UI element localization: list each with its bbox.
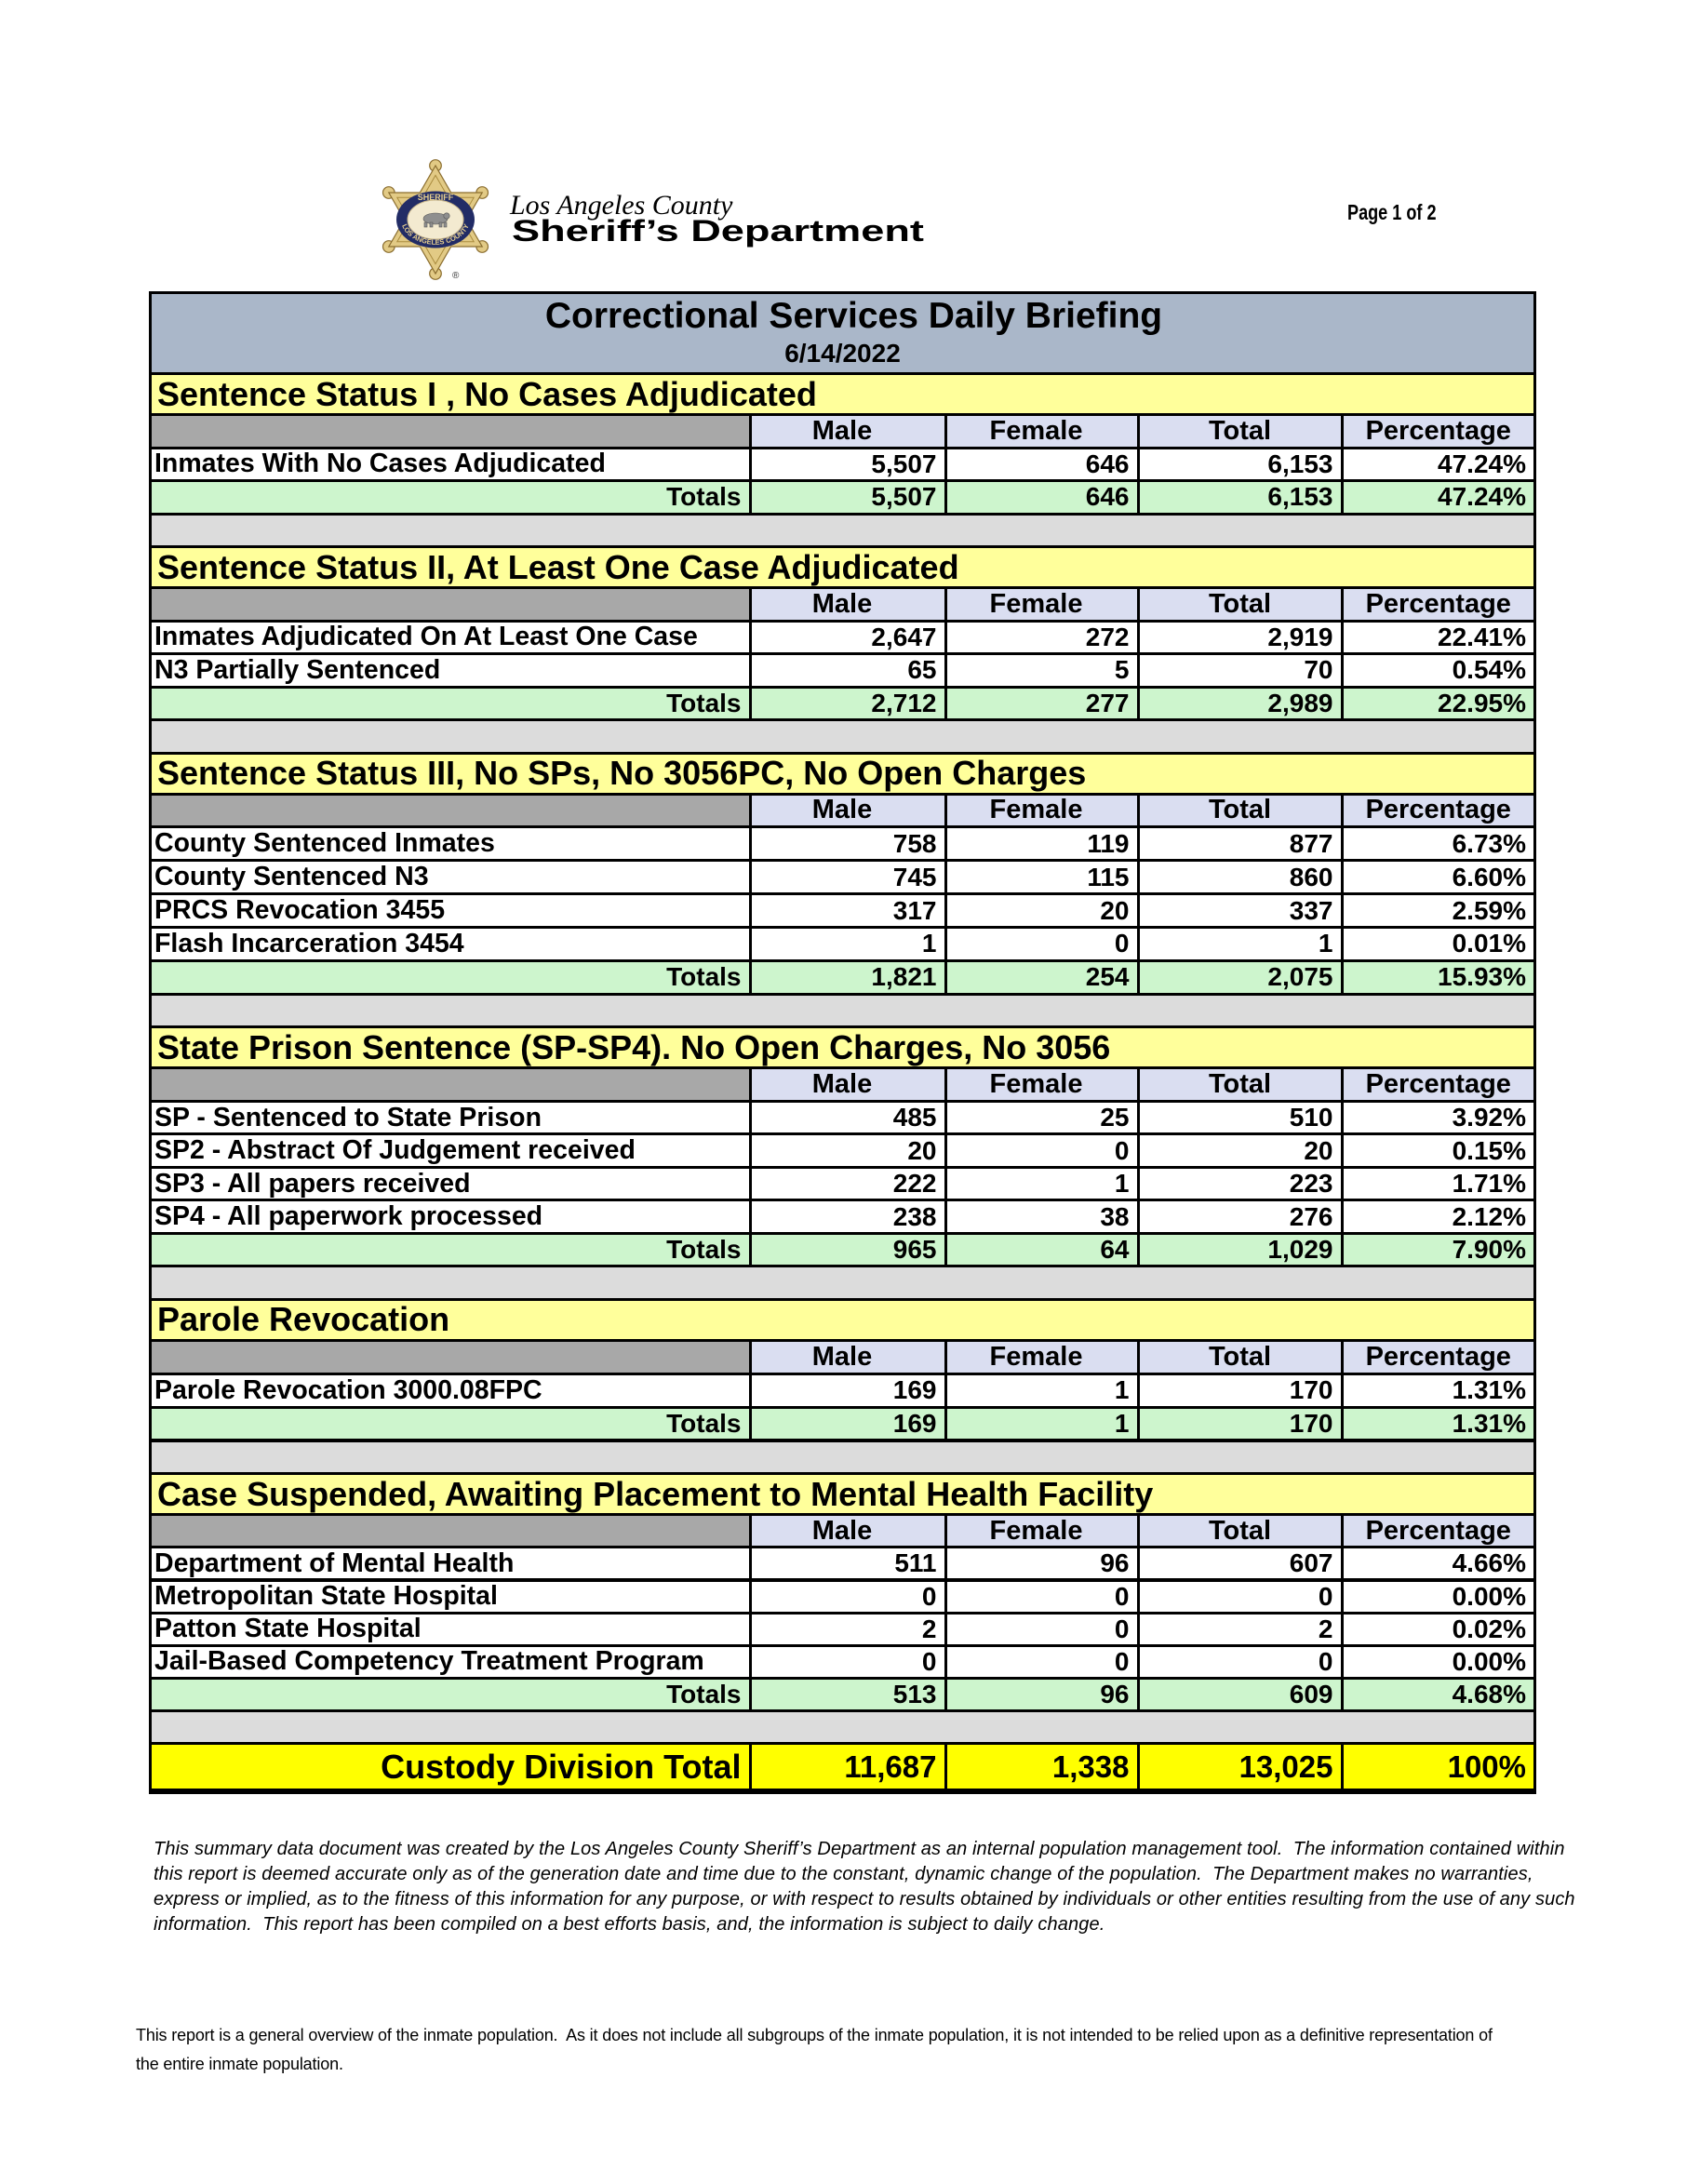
svg-text:SHERIFF: SHERIFF <box>418 193 454 202</box>
svg-text:®: ® <box>452 271 460 281</box>
